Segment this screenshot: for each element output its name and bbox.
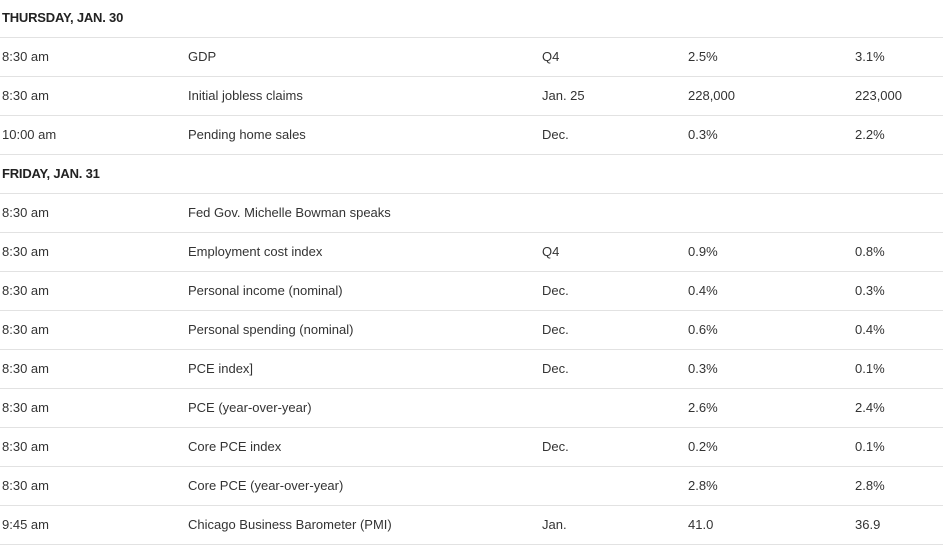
time-cell: 8:30 am [2, 400, 49, 415]
value-cell: 0.3% [688, 127, 718, 142]
time-cell: 10:00 am [2, 127, 57, 142]
time-cell: 9:45 am [2, 517, 49, 532]
table-row: 8:30 am PCE index] Dec. 0.3% 0.1% [0, 350, 943, 389]
time-cell: 8:30 am [2, 88, 49, 103]
previous-value-cell: 3.1% [855, 49, 885, 64]
time-cell: 8:30 am [2, 361, 49, 376]
previous-value-cell: 0.1% [855, 361, 885, 376]
value-cell: 0.6% [688, 322, 718, 337]
table-row: 8:30 am Initial jobless claims Jan. 25 2… [0, 77, 943, 116]
time-cell: 8:30 am [2, 205, 49, 220]
table-row: 8:30 am Personal spending (nominal) Dec.… [0, 311, 943, 350]
period-cell: Q4 [542, 49, 560, 64]
previous-value-cell: 2.2% [855, 127, 885, 142]
event-cell: Core PCE (year-over-year) [188, 478, 344, 493]
period-cell: Q4 [542, 244, 560, 259]
time-cell: 8:30 am [2, 283, 49, 298]
period-cell: Dec. [542, 322, 569, 337]
day-label: FRIDAY, JAN. 31 [2, 166, 100, 181]
table-row: 8:30 am Fed Gov. Michelle Bowman speaks [0, 194, 943, 233]
table-row: 8:30 am Core PCE index Dec. 0.2% 0.1% [0, 428, 943, 467]
previous-value-cell: 0.8% [855, 244, 885, 259]
previous-value-cell: 2.4% [855, 400, 885, 415]
value-cell: 2.8% [688, 478, 718, 493]
table-row: 8:30 am GDP Q4 2.5% 3.1% [0, 38, 943, 77]
previous-value-cell: 0.1% [855, 439, 885, 454]
event-cell: Pending home sales [188, 127, 306, 142]
event-cell: Initial jobless claims [188, 88, 303, 103]
period-cell: Jan. [542, 517, 567, 532]
day-label: THURSDAY, JAN. 30 [2, 10, 124, 25]
period-cell: Jan. 25 [542, 88, 585, 103]
value-cell: 41.0 [688, 517, 714, 532]
period-cell: Dec. [542, 283, 569, 298]
table-row: 8:30 am Personal income (nominal) Dec. 0… [0, 272, 943, 311]
event-cell: Employment cost index [188, 244, 323, 259]
previous-value-cell: 36.9 [855, 517, 881, 532]
previous-value-cell: 2.8% [855, 478, 885, 493]
previous-value-cell: 0.4% [855, 322, 885, 337]
period-cell: Dec. [542, 361, 569, 376]
period-cell: Dec. [542, 127, 569, 142]
time-cell: 8:30 am [2, 244, 49, 259]
table-row: 8:30 am Employment cost index Q4 0.9% 0.… [0, 233, 943, 272]
event-cell: Personal spending (nominal) [188, 322, 354, 337]
event-cell: Personal income (nominal) [188, 283, 343, 298]
value-cell: 228,000 [688, 88, 735, 103]
value-cell: 2.6% [688, 400, 718, 415]
value-cell: 0.2% [688, 439, 718, 454]
table-row: 9:45 am Chicago Business Barometer (PMI)… [0, 506, 943, 545]
previous-value-cell: 0.3% [855, 283, 885, 298]
previous-value-cell: 223,000 [855, 88, 902, 103]
time-cell: 8:30 am [2, 439, 49, 454]
day-header-friday: FRIDAY, JAN. 31 [0, 155, 943, 194]
period-cell: Dec. [542, 439, 569, 454]
table-row: 8:30 am PCE (year-over-year) 2.6% 2.4% [0, 389, 943, 428]
table-row: 8:30 am Core PCE (year-over-year) 2.8% 2… [0, 467, 943, 506]
time-cell: 8:30 am [2, 322, 49, 337]
event-cell: Core PCE index [188, 439, 282, 454]
day-header-thursday: THURSDAY, JAN. 30 [0, 0, 943, 38]
time-cell: 8:30 am [2, 49, 49, 64]
event-cell: PCE index] [188, 361, 254, 376]
value-cell: 0.3% [688, 361, 718, 376]
value-cell: 2.5% [688, 49, 718, 64]
value-cell: 0.9% [688, 244, 718, 259]
event-cell: Fed Gov. Michelle Bowman speaks [188, 205, 391, 220]
event-cell: Chicago Business Barometer (PMI) [188, 517, 392, 532]
table-row: 10:00 am Pending home sales Dec. 0.3% 2.… [0, 116, 943, 155]
value-cell: 0.4% [688, 283, 718, 298]
event-cell: GDP [188, 49, 217, 64]
time-cell: 8:30 am [2, 478, 49, 493]
event-cell: PCE (year-over-year) [188, 400, 312, 415]
